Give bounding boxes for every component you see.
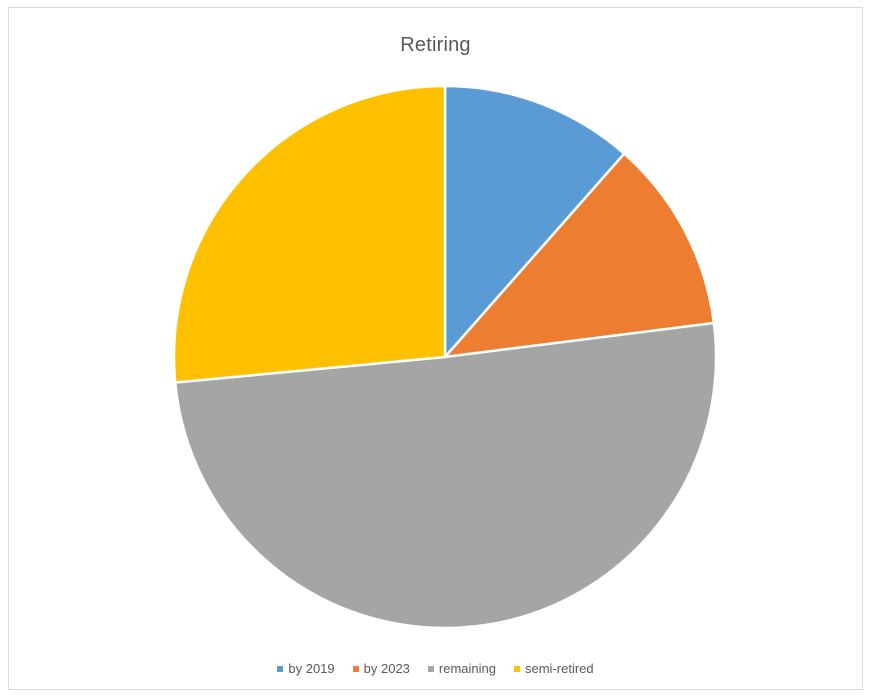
legend: by 2019 by 2023 remaining semi-retired bbox=[9, 661, 862, 676]
legend-swatch-by-2023 bbox=[352, 665, 359, 672]
legend-swatch-remaining bbox=[427, 665, 434, 672]
legend-label-semi-retired: semi-retired bbox=[525, 661, 594, 676]
pie-slice-by-2023 bbox=[443, 152, 716, 359]
legend-item-by-2023: by 2023 bbox=[352, 661, 410, 676]
chart-title: Retiring bbox=[400, 34, 471, 56]
chart-area: Retiring by 2019 by 2023 remaining semi-ret… bbox=[8, 7, 863, 690]
legend-item-by-2019: by 2019 bbox=[277, 661, 335, 676]
legend-item-semi-retired: semi-retired bbox=[514, 661, 594, 676]
legend-label-remaining: remaining bbox=[438, 661, 496, 676]
legend-item-remaining: remaining bbox=[427, 661, 496, 676]
pie-chart bbox=[172, 84, 718, 630]
legend-swatch-semi-retired bbox=[514, 665, 520, 672]
legend-label-by-2019: by 2019 bbox=[288, 661, 335, 676]
pie-slice-semi-retired bbox=[172, 84, 447, 384]
pie-slice-by-2019 bbox=[443, 84, 626, 359]
pie-slice-remaining bbox=[173, 321, 718, 630]
legend-label-by-2023: by 2023 bbox=[363, 661, 410, 676]
legend-swatch-by-2019 bbox=[277, 665, 284, 672]
